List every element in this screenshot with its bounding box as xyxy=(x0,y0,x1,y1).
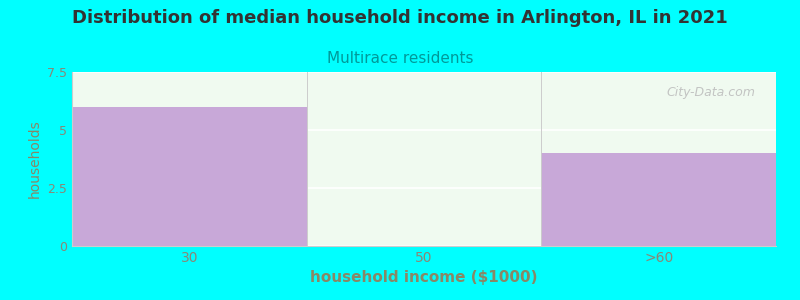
Text: Distribution of median household income in Arlington, IL in 2021: Distribution of median household income … xyxy=(72,9,728,27)
Bar xyxy=(542,153,776,246)
Text: Multirace residents: Multirace residents xyxy=(326,51,474,66)
X-axis label: household income ($1000): household income ($1000) xyxy=(310,270,538,285)
Text: City-Data.com: City-Data.com xyxy=(666,86,755,99)
Bar xyxy=(72,107,306,246)
Y-axis label: households: households xyxy=(27,120,42,198)
